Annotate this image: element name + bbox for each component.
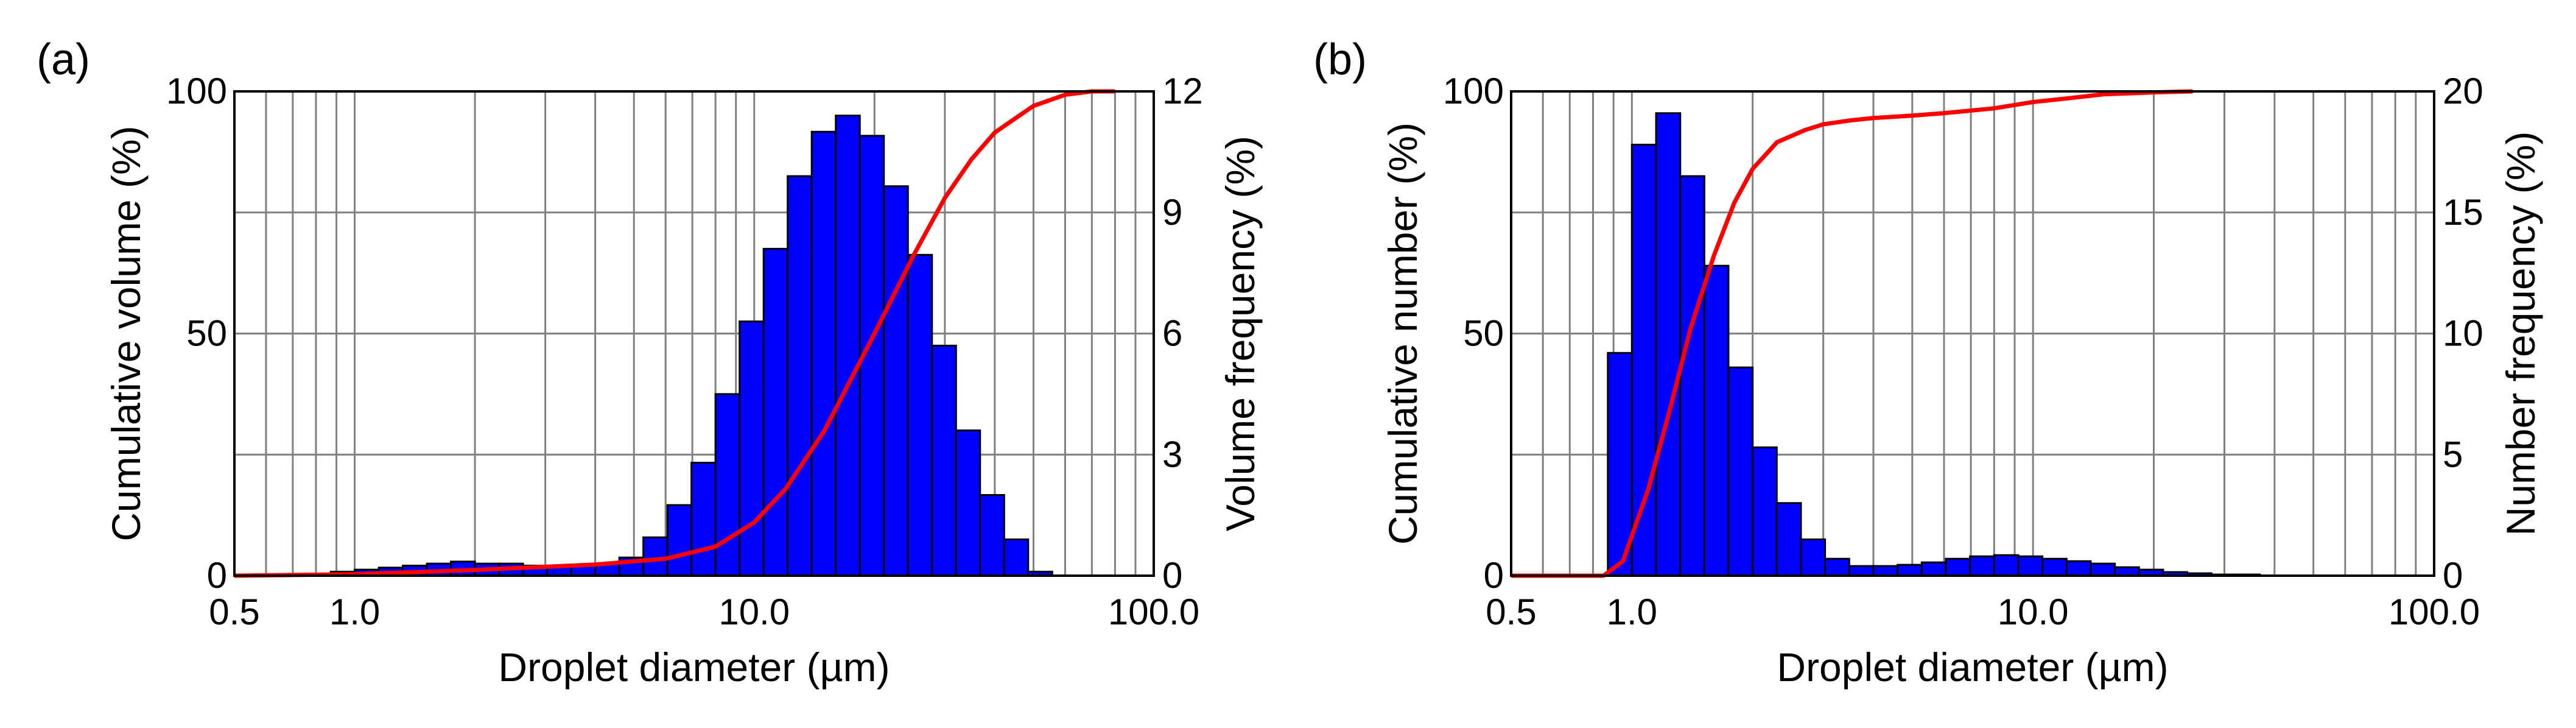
- x-tick-label: 0.5: [1486, 592, 1536, 632]
- left-y-tick-label: 50: [1463, 313, 1504, 354]
- histogram-bar: [642, 536, 669, 577]
- panel-b-cumulative-curve: [1511, 89, 2193, 578]
- right-y-tick-label: 12: [1162, 71, 1203, 111]
- panel-a-frame: [233, 90, 1155, 577]
- panel-a-x-axis-label: Droplet diameter (µm): [498, 645, 890, 690]
- histogram-bar: [1800, 538, 1827, 577]
- histogram-bar: [1727, 366, 1754, 577]
- panel-a-left-y-axis-label: Cumulative volume (%): [104, 125, 149, 541]
- histogram-bar: [1003, 538, 1030, 577]
- right-y-tick-label: 0: [2443, 555, 2463, 596]
- histogram-bar: [714, 393, 741, 577]
- left-y-tick-label: 0: [1484, 555, 1504, 596]
- histogram-bar: [883, 185, 909, 577]
- histogram-bar: [1993, 554, 2020, 577]
- histogram-bar: [1848, 565, 1875, 577]
- x-tick-label: 100.0: [1108, 592, 1199, 632]
- left-y-tick-label: 100: [166, 71, 227, 111]
- right-y-tick-label: 20: [2443, 71, 2483, 111]
- right-y-tick-label: 15: [2443, 192, 2483, 233]
- panel-a-label: (a): [37, 35, 90, 84]
- right-y-tick-label: 10: [2443, 313, 2483, 354]
- histogram-bar: [835, 115, 861, 577]
- x-tick-label: 10.0: [718, 592, 790, 632]
- histogram-bar: [2114, 566, 2140, 577]
- histogram-bar: [979, 494, 1005, 577]
- histogram-bar: [1824, 557, 1850, 577]
- histogram-bar: [1655, 112, 1682, 577]
- histogram-bar: [1679, 175, 1705, 577]
- right-y-tick-label: 6: [1162, 313, 1182, 354]
- histogram-bar: [2041, 557, 2068, 577]
- histogram-bar: [1897, 564, 1923, 577]
- x-tick-label: 100.0: [2388, 592, 2480, 632]
- panel-b-left-y-axis-label: Cumulative number (%): [1380, 122, 1425, 545]
- panel-a-cumulative-curve: [234, 89, 1115, 578]
- histogram-bar: [787, 175, 813, 577]
- histogram-bar: [690, 462, 717, 577]
- histogram-bar: [739, 320, 765, 577]
- histogram-bar: [1945, 557, 1971, 577]
- x-tick-label: 0.5: [209, 592, 259, 632]
- x-tick-label: 1.0: [1607, 592, 1657, 632]
- panel-b-bars: [1607, 112, 2261, 577]
- panel-b-right-y-axis-label: Number frequency (%): [2498, 132, 2543, 536]
- histogram-bar: [2090, 562, 2116, 577]
- panel-b-label: (b): [1313, 35, 1367, 84]
- panel-a-right-y-axis-label: Volume frequency (%): [1218, 136, 1263, 531]
- histogram-bar: [2017, 555, 2044, 577]
- histogram-bar: [1703, 264, 1730, 577]
- histogram-bar: [810, 130, 837, 577]
- histogram-bar: [1752, 446, 1778, 577]
- right-y-tick-label: 5: [2443, 434, 2463, 475]
- histogram-bar: [666, 504, 693, 577]
- histogram-bar: [1969, 555, 1995, 577]
- panel-b-x-axis-label: Droplet diameter (µm): [1777, 645, 2168, 690]
- x-tick-label: 1.0: [329, 592, 380, 632]
- histogram-bar: [1872, 565, 1899, 577]
- left-y-tick-label: 0: [207, 555, 227, 596]
- left-y-tick-label: 100: [1443, 71, 1504, 111]
- right-y-tick-label: 0: [1162, 555, 1182, 596]
- left-y-tick-label: 50: [186, 313, 227, 354]
- histogram-bar: [1920, 561, 1947, 577]
- histogram-bar: [907, 253, 933, 577]
- histogram-bar: [1630, 143, 1657, 577]
- panel-b-frame: [1510, 90, 2435, 577]
- histogram-bar: [1775, 502, 1802, 577]
- right-y-tick-label: 9: [1162, 192, 1182, 233]
- histogram-bar: [2065, 560, 2092, 577]
- histogram-bar: [762, 247, 789, 577]
- right-y-tick-label: 3: [1162, 434, 1182, 475]
- histogram-bar: [931, 344, 957, 577]
- panel-a-bars: [306, 115, 1053, 577]
- histogram-bar: [955, 429, 981, 577]
- x-tick-label: 10.0: [1998, 592, 2069, 632]
